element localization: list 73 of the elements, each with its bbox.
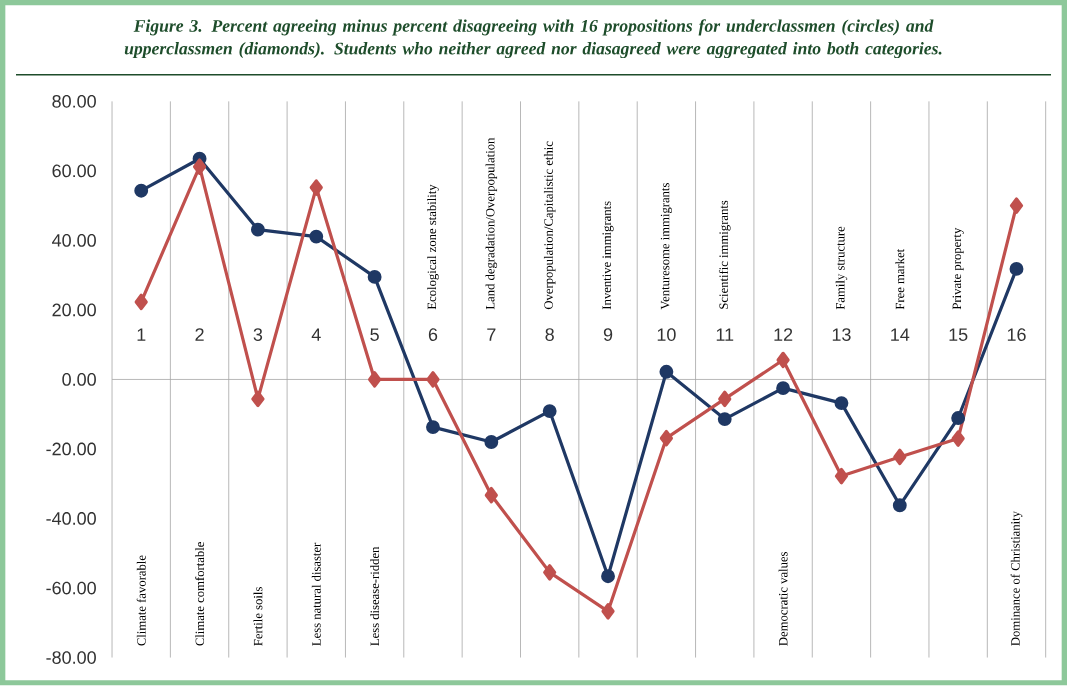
point	[542, 404, 557, 419]
y-tick-label: 80.00	[52, 95, 96, 108]
annotation: Free market	[895, 249, 905, 310]
point	[659, 430, 673, 447]
x-tick-label: 7	[487, 328, 496, 341]
point	[601, 603, 615, 620]
point	[543, 564, 557, 581]
x-tick-label: 16	[1007, 328, 1026, 342]
point	[1009, 262, 1024, 277]
annotation: Democratic values	[778, 552, 788, 647]
x-tick-label: 1	[137, 328, 146, 341]
annotation: Land degradation/Overpopulation	[485, 138, 498, 310]
y-tick-label: -80.00	[46, 651, 96, 665]
y-tick-label: -40.00	[46, 512, 96, 526]
annotation: Climate comfortable	[195, 542, 205, 646]
y-tick-label: 40.00	[52, 234, 96, 247]
annotation: Private property	[952, 227, 964, 310]
point	[1009, 197, 1024, 215]
y-tick-label: 60.00	[52, 164, 96, 178]
y-tick-label: 0.00	[62, 373, 96, 387]
point	[951, 430, 965, 448]
x-tick-label: 5	[370, 328, 379, 342]
point	[251, 390, 265, 408]
x-tick-label: 14	[891, 328, 910, 341]
point	[367, 270, 382, 285]
annotation: Climate favorable	[136, 555, 146, 646]
annotation: Family structure	[835, 226, 848, 310]
x-tick-label: 9	[603, 328, 613, 342]
annotation: Venturesome immigrants	[660, 183, 672, 310]
point	[250, 222, 265, 237]
x-tick-label: 3	[253, 328, 263, 342]
point	[893, 448, 907, 466]
point	[426, 420, 440, 435]
y-tick-label: -20.00	[46, 442, 96, 456]
point	[134, 183, 149, 198]
point	[951, 411, 966, 426]
x-tick-label: 4	[311, 328, 321, 341]
point	[892, 498, 907, 513]
x-tick-label: 8	[545, 328, 554, 342]
x-tick-label: 10	[657, 328, 676, 342]
point	[717, 412, 732, 427]
point	[309, 179, 323, 197]
point	[192, 158, 207, 176]
point	[484, 487, 498, 504]
annotation: Dominance of Christianity	[1010, 511, 1023, 647]
x-tick-label: 15	[949, 328, 968, 342]
annotation: Scientific immigrants	[718, 200, 731, 310]
point	[776, 351, 790, 369]
point	[368, 371, 382, 388]
x-tick-label: 2	[195, 328, 204, 341]
point	[659, 365, 674, 379]
point	[601, 569, 615, 584]
annotation: Less natural disaster	[311, 543, 321, 647]
point	[834, 468, 849, 485]
x-tick-label: 13	[832, 328, 851, 342]
annotation: Inventive immigrants	[602, 201, 614, 310]
annotation: Overpopulation/Capitalistic ethic	[543, 141, 556, 310]
annotation: Fertile soils	[253, 587, 263, 647]
point	[426, 371, 440, 388]
annotation: Ecological zone stability	[427, 184, 439, 310]
point	[309, 229, 324, 244]
y-tick-label: 20.00	[52, 303, 96, 317]
x-tick-label: 6	[428, 328, 438, 342]
point	[484, 435, 499, 450]
point	[834, 396, 849, 411]
point	[718, 390, 732, 408]
x-tick-label: 12	[774, 328, 793, 341]
x-tick-label: 11	[716, 328, 734, 341]
point	[776, 381, 791, 396]
point	[134, 293, 148, 311]
chart-title: Figure 3. Percent agreeing minus percent disagreeing with 16 propositions for underclassmen (circles) and upperclassmen (diamonds). Students who neither agreed nor diasagreed were aggregated into both categories.	[124, 19, 942, 59]
y-tick-label: -60.00	[46, 581, 96, 595]
annotation: Less disease-ridden	[370, 546, 380, 647]
